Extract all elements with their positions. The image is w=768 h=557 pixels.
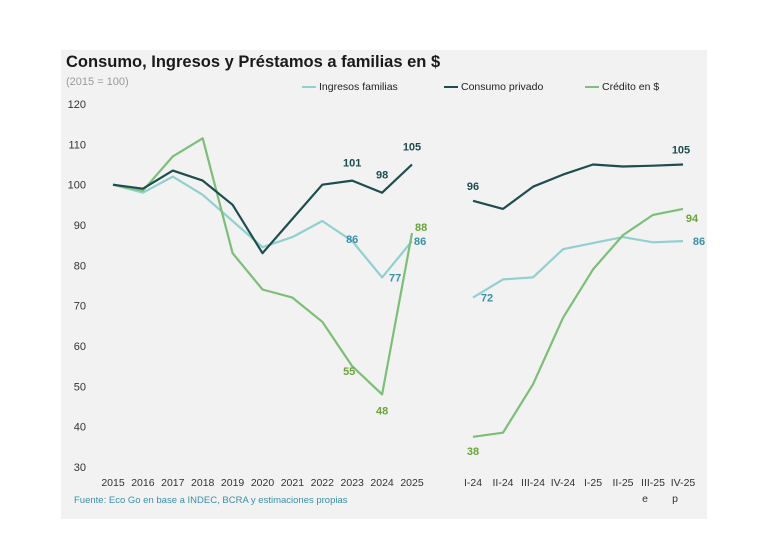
series-line-credito-en-quarterly [472,207,684,438]
data-label: 72 [481,293,493,305]
x-tick-label: I-25 [584,477,602,489]
legend-swatch-credito [585,86,599,88]
data-label: 48 [376,405,388,417]
x-tick-note: p [672,493,678,505]
x-tick-label: II-25 [612,477,633,489]
x-tick-label: II-24 [492,477,513,489]
legend-item-credito: Crédito en $ [585,81,659,93]
x-tick-label: III-24 [521,477,545,489]
series-line-consumo-privado-annual [112,163,413,255]
x-tick-label: 2023 [341,477,365,489]
data-label: 86 [414,236,426,248]
x-tick-label: 2015 [101,477,125,489]
x-tick-label: IV-24 [551,477,576,489]
legend-swatch-consumo [444,86,458,88]
data-label: 86 [346,234,358,246]
x-tick-label: III-25 [641,477,665,489]
data-label: 94 [686,213,699,225]
legend-swatch-ingresos [302,86,316,88]
chart-panel [61,50,707,519]
x-tick-label: 2016 [131,477,155,489]
legend-item-ingresos: Ingresos familias [302,81,398,93]
data-label: 98 [376,170,388,182]
legend-label-ingresos: Ingresos familias [319,81,398,93]
series-line-ingresos-familias-annual [112,175,413,279]
y-tick-label: 70 [74,301,86,313]
data-label: 105 [672,145,690,157]
x-tick-label: 2017 [161,477,185,489]
x-tick-note: e [642,493,648,505]
chart-source: Fuente: Eco Go en base a INDEC, BCRA y e… [74,495,348,506]
data-label: 38 [467,446,479,458]
legend-label-credito: Crédito en $ [602,81,660,93]
data-label: 86 [693,236,705,248]
y-tick-label: 30 [74,462,86,474]
legend-label-consumo: Consumo privado [461,81,544,93]
x-tick-label: 2020 [251,477,275,489]
x-tick-label: 2022 [311,477,335,489]
data-label: 105 [403,142,421,154]
data-label: 55 [343,366,355,378]
y-tick-label: 110 [68,139,86,151]
data-label: 88 [415,222,427,234]
x-tick-label: 2018 [191,477,215,489]
data-label: 96 [467,181,479,193]
y-tick-label: 80 [74,260,86,272]
x-tick-label: IV-25 [671,477,696,489]
x-tick-label: I-24 [464,477,482,489]
chart-title: Consumo, Ingresos y Préstamos a familias… [66,53,441,71]
y-tick-label: 60 [74,341,86,353]
x-tick-label: 2021 [281,477,305,489]
series-line-credito-en-annual [112,137,414,396]
x-tick-label: 2025 [400,477,424,489]
data-label: 77 [389,272,401,284]
series-line-ingresos-familias-quarterly [472,236,684,299]
x-tick-label: 2024 [370,477,394,489]
y-tick-label: 90 [74,220,86,232]
series-line-consumo-privado-quarterly [472,163,684,210]
data-label: 101 [343,158,361,170]
legend-item-consumo: Consumo privado [444,81,543,93]
y-tick-label: 100 [68,180,86,192]
x-tick-label: 2019 [221,477,245,489]
y-tick-label: 50 [74,381,86,393]
chart-subtitle: (2015 = 100) [66,76,129,88]
y-tick-label: 120 [68,99,86,111]
y-tick-label: 40 [74,422,86,434]
